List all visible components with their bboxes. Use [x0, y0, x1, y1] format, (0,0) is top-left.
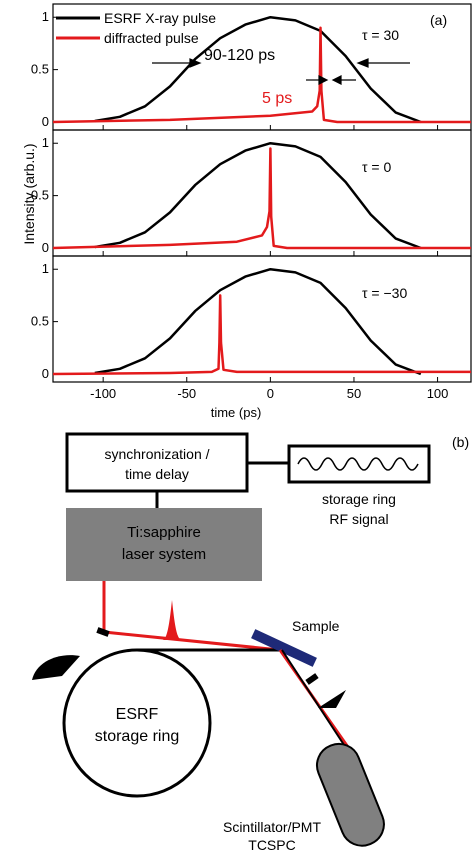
x-tick-labels: -100 -50 0 50 100: [90, 125, 448, 401]
laser-box: [66, 508, 262, 581]
diffracted-width-annotation: 5 ps: [262, 90, 292, 107]
slit: [305, 673, 319, 685]
detector-line-2: TCSPC: [248, 837, 295, 850]
x-axis-label: time (ps): [211, 405, 262, 420]
y-tick-label: 0.5: [31, 188, 49, 203]
xray-pulse-icon: [318, 690, 346, 708]
xray-width-arrows: [152, 58, 410, 68]
rf-caption-line-2: RF signal: [329, 511, 388, 527]
rf-caption-line-1: storage ring: [322, 491, 396, 507]
x-tick-label: 0: [267, 386, 274, 401]
sync-box: [65, 432, 249, 493]
x-tick-label: 50: [347, 386, 361, 401]
y-tick-label: 0: [42, 114, 49, 129]
ring-line-1: ESRF: [116, 706, 159, 723]
series-curves: [52, 15, 471, 376]
series-line-diffracted-2: [52, 147, 471, 250]
y-tick-label: 0: [42, 366, 49, 381]
sample: [251, 629, 317, 667]
y-tick-label: 0.5: [31, 62, 49, 77]
right-arrow-head: [356, 58, 369, 68]
sync-box-line-2: time delay: [125, 466, 189, 482]
y-tick-label: 0: [42, 240, 49, 255]
y-tick-label: 0.5: [31, 314, 49, 329]
left-arrow-head: [189, 58, 202, 68]
y-tick-label: 1: [42, 9, 49, 24]
panel-a-label: (a): [430, 12, 447, 28]
tau-label-2: τ = 0: [362, 159, 391, 175]
subplot-3-frame: [52, 255, 472, 383]
x-tick-label: -100: [90, 386, 116, 401]
detector-line-1: Scintillator/PMT: [223, 819, 321, 835]
sample-label: Sample: [292, 618, 340, 634]
y-tick-label: 1: [42, 135, 49, 150]
panel-b-label: (b): [452, 434, 469, 450]
tau-label-3: τ = −30: [362, 285, 407, 301]
series-line-diffracted-3: [52, 294, 471, 376]
ring-line-2: storage ring: [95, 728, 180, 745]
y-axis-label: Intensity (arb.u.): [21, 143, 37, 244]
xray-width-annotation: 90-120 ps: [204, 47, 275, 64]
diffracted-width-arrows: [306, 75, 356, 85]
subplot-2-frame: [52, 129, 472, 257]
series-line-xray-3: [94, 267, 422, 376]
x-tick-label: -50: [177, 386, 196, 401]
experiment-schematic: (b) synchronization / time delay storage…: [32, 432, 469, 850]
sine-wave-icon: [297, 457, 419, 471]
sync-box-line-1: synchronization /: [104, 446, 209, 462]
mirror: [96, 627, 110, 637]
laser-line-1: Ti:sapphire: [127, 524, 201, 541]
bending-magnet: [32, 655, 80, 680]
laser-beam: [102, 581, 281, 652]
small-right-arrow-head: [331, 75, 342, 85]
series-line-xray-2: [94, 141, 422, 250]
series-line-xray-1: [94, 15, 422, 124]
laser-line-2: laser system: [122, 546, 206, 563]
legend-label-diffracted: diffracted pulse: [104, 30, 199, 46]
small-left-arrow-head: [318, 75, 329, 85]
laser-pulse-icon: [163, 600, 181, 640]
legend-label-xray: ESRF X-ray pulse: [104, 10, 216, 26]
series-line-diffracted-1: [52, 26, 471, 124]
detector: [316, 742, 385, 847]
y-tick-label: 1: [42, 261, 49, 276]
legend: ESRF X-ray pulse diffracted pulse: [56, 10, 216, 46]
tau-label-1: τ = 30: [362, 27, 399, 43]
storage-ring: [62, 648, 212, 798]
x-tick-label: 100: [427, 386, 449, 401]
diffracted-beam-black: [281, 649, 347, 749]
